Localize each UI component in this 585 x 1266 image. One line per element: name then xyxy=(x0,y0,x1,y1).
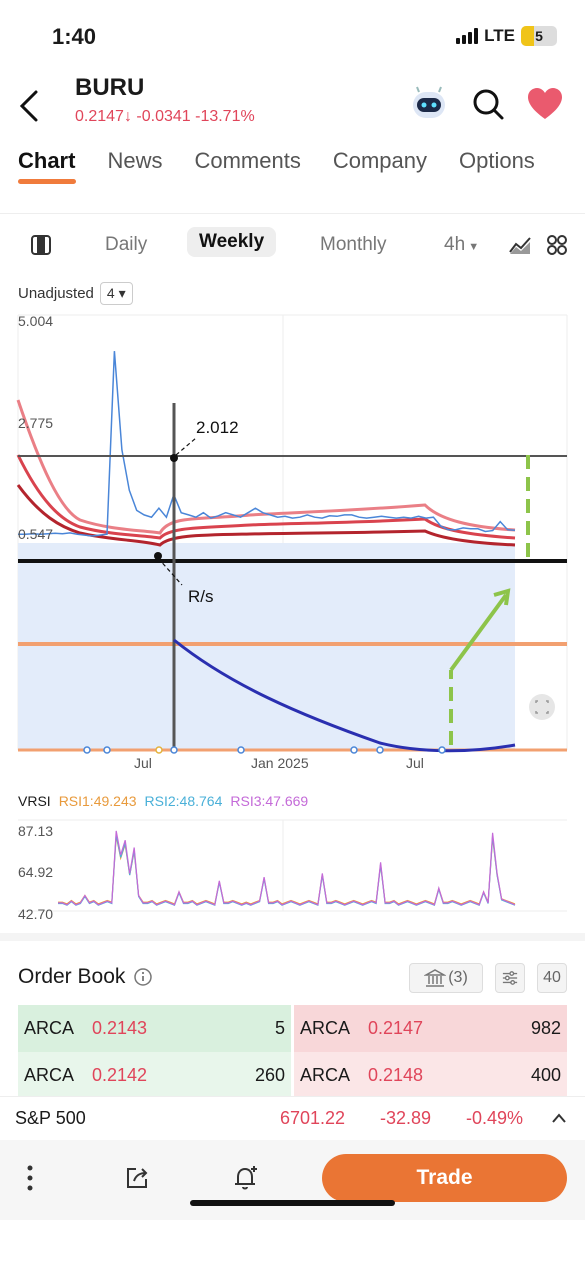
tab-comments[interactable]: Comments xyxy=(194,148,301,173)
tab-news[interactable]: News xyxy=(107,148,163,173)
price-line xyxy=(18,351,516,537)
panel-toggle-icon[interactable] xyxy=(30,234,52,256)
rsi1-value: RSI1:49.243 xyxy=(58,793,137,809)
status-icons: LTE 5 xyxy=(456,26,557,46)
battery-icon: 5 xyxy=(521,26,557,46)
rsi-tick-top: 87.13 xyxy=(18,823,54,839)
index-change-pct: -0.49% xyxy=(466,1108,524,1128)
price-change-pct: -13.71% xyxy=(195,108,255,125)
rsi2-line xyxy=(58,834,516,907)
ma-band-upper xyxy=(16,399,516,535)
tab-options[interactable]: Options xyxy=(458,148,535,173)
shaded-zone xyxy=(18,543,515,750)
rsi-chart[interactable]: 87.13 64.92 42.70 xyxy=(0,815,585,925)
y-tick-mid: 2.775 xyxy=(18,415,54,431)
network-label: LTE xyxy=(484,26,515,45)
ma-band-mid xyxy=(16,454,516,540)
depth-button[interactable]: 40 xyxy=(537,963,567,993)
tab-company[interactable]: Company xyxy=(332,148,427,173)
info-icon[interactable] xyxy=(133,967,153,987)
bid-cell: ARCA 0.2143 5 xyxy=(18,1005,291,1052)
x-tick-jul-2024: Jul xyxy=(134,755,152,771)
ma-selector[interactable]: 4 ▾ xyxy=(99,282,133,305)
period-daily[interactable]: Daily xyxy=(105,234,148,255)
index-name: S&P 500 xyxy=(15,1108,86,1128)
header: BURU 0.2147↓ -0.0341 -13.71% xyxy=(0,70,585,140)
price-chart-canvas xyxy=(16,314,568,754)
more-options-icon[interactable] xyxy=(26,1164,34,1192)
period-weekly[interactable]: Weekly xyxy=(187,227,277,257)
rsi-tick-low: 42.70 xyxy=(18,906,54,922)
period-monthly[interactable]: Monthly xyxy=(320,234,387,255)
rsi-chart-canvas xyxy=(18,819,567,912)
robot-assistant-icon[interactable] xyxy=(409,84,449,124)
bottom-action-bar: Trade xyxy=(0,1140,585,1220)
signal-icon xyxy=(456,28,479,44)
order-book-tools: (3) 40 xyxy=(409,963,567,993)
marker-dot-low xyxy=(154,552,162,560)
settings-sliders-button[interactable] xyxy=(495,963,525,993)
down-arrow-icon: ↓ xyxy=(123,108,132,125)
chevron-up-icon[interactable] xyxy=(551,1112,567,1124)
chart-type-icon[interactable] xyxy=(508,234,532,256)
rsi3-line xyxy=(58,830,516,906)
green-arrow xyxy=(449,593,508,672)
divider xyxy=(0,213,585,214)
ask-cell: ARCA 0.2147 982 xyxy=(294,1005,567,1052)
y-tick-top: 5.004 xyxy=(18,313,54,329)
search-icon[interactable] xyxy=(471,87,505,121)
adjust-mode[interactable]: Unadjusted xyxy=(18,285,94,302)
quote-line: 0.2147↓ -0.0341 -13.71% xyxy=(75,108,255,126)
expand-icon[interactable] xyxy=(529,694,555,720)
order-book-row[interactable]: ARCA 0.2142 260 ARCA 0.2148 400 xyxy=(18,1052,567,1099)
price-chart[interactable]: 5.004 2.775 0.547 2.012 R/s Jul Jan 2025… xyxy=(0,305,585,785)
index-value: 6701.22 xyxy=(280,1108,346,1128)
index-change: -32.89 xyxy=(380,1108,432,1128)
ticker-symbol: BURU xyxy=(75,74,145,101)
x-tick-jan-2025: Jan 2025 xyxy=(251,755,309,771)
chart-options: Unadjusted 4 ▾ xyxy=(18,282,133,305)
period-selector: Daily Weekly Monthly 4h ▼ xyxy=(0,226,585,266)
trade-button[interactable]: Trade xyxy=(322,1154,567,1202)
price-change: -0.0341 xyxy=(136,108,191,125)
order-book-table: ARCA 0.2143 5 ARCA 0.2147 982 ARCA 0.214… xyxy=(18,1005,567,1099)
sliders-icon xyxy=(502,971,518,985)
indicator-curve xyxy=(173,638,516,753)
annotation-high: 2.012 xyxy=(196,418,239,437)
rsi3-value: RSI3:47.669 xyxy=(230,793,309,809)
marker-dot-high xyxy=(170,454,178,462)
tab-chart[interactable]: Chart xyxy=(18,148,76,184)
order-book-row[interactable]: ARCA 0.2143 5 ARCA 0.2147 982 xyxy=(18,1005,567,1052)
index-ticker-bar[interactable]: S&P 500 6701.22 -32.89 -0.49% xyxy=(0,1096,585,1140)
exchange-filter-button[interactable]: (3) xyxy=(409,963,483,993)
bid-cell: ARCA 0.2142 260 xyxy=(18,1052,291,1099)
ma-band-lower xyxy=(16,484,516,547)
rsi-title: VRSI xyxy=(18,793,51,809)
last-price: 0.2147 xyxy=(75,108,124,125)
bank-icon xyxy=(424,969,447,987)
grid-layout-icon[interactable] xyxy=(546,234,568,256)
order-book-header: Order Book xyxy=(18,965,153,989)
section-tabs: Chart News Comments Company Options xyxy=(18,148,567,184)
favorite-heart-icon[interactable] xyxy=(527,87,563,121)
y-tick-low: 0.547 xyxy=(18,526,54,542)
annotation-rs: R/s xyxy=(188,587,214,606)
share-icon[interactable] xyxy=(124,1165,150,1191)
header-actions xyxy=(409,84,563,124)
rsi2-value: RSI2:48.764 xyxy=(144,793,223,809)
period-intraday[interactable]: 4h ▼ xyxy=(444,234,480,255)
price-alert-bell-icon[interactable] xyxy=(232,1164,260,1192)
order-book-title: Order Book xyxy=(18,965,126,988)
dropdown-caret-icon: ▼ xyxy=(465,241,480,253)
status-time: 1:40 xyxy=(52,24,97,49)
x-tick-jul-2025: Jul xyxy=(406,755,424,771)
rsi-tick-mid: 64.92 xyxy=(18,864,54,880)
ask-cell: ARCA 0.2148 400 xyxy=(294,1052,567,1099)
back-arrow-icon[interactable] xyxy=(16,88,44,124)
home-indicator[interactable] xyxy=(190,1200,395,1206)
section-divider xyxy=(0,933,585,941)
rsi-legend: VRSI RSI1:49.243 RSI2:48.764 RSI3:47.669 xyxy=(18,793,308,809)
status-bar: 1:40 LTE 5 xyxy=(0,0,585,70)
